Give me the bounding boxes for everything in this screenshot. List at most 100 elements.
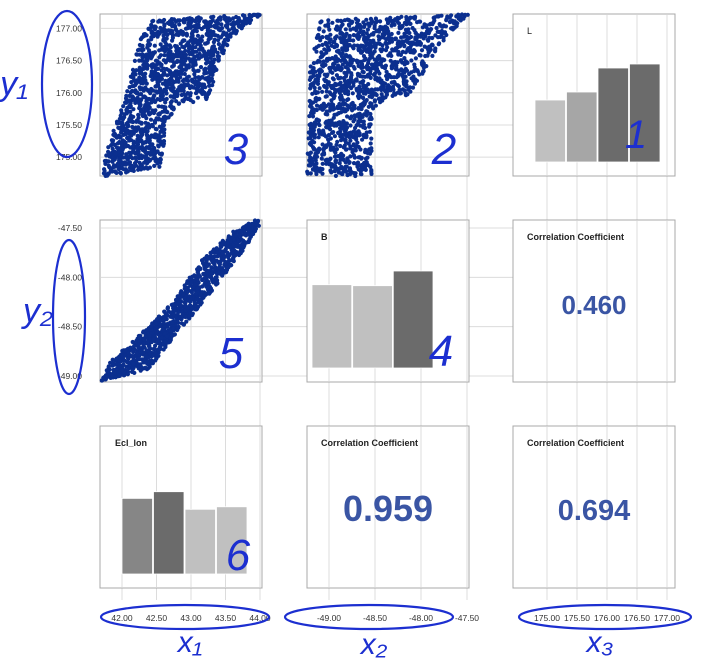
scatter-point xyxy=(130,88,135,94)
scatter-point xyxy=(225,265,230,270)
scatter-point xyxy=(102,158,107,164)
scatter-point xyxy=(136,149,141,154)
scatter-point xyxy=(193,82,198,87)
scatter-point xyxy=(130,156,135,161)
scatter-point xyxy=(211,280,216,285)
scatter-point xyxy=(190,33,195,39)
scatter-point xyxy=(324,58,329,63)
scatter-point xyxy=(313,153,318,158)
scatter-point xyxy=(131,107,136,112)
scatter-point xyxy=(133,100,138,105)
scatter-point xyxy=(371,106,376,111)
scatter-point xyxy=(103,377,108,382)
scatter-point xyxy=(198,292,203,297)
scatter-point xyxy=(106,364,111,369)
scatter-point xyxy=(408,89,413,94)
scatter-point xyxy=(402,82,407,87)
bars-panel-ecl-lon xyxy=(121,491,248,575)
scatter-point xyxy=(141,62,146,68)
scatter-point xyxy=(409,70,414,75)
scatter-point xyxy=(168,112,173,117)
scatter-point xyxy=(329,118,334,123)
scatter-point xyxy=(180,44,185,49)
histogram-bar xyxy=(629,63,661,163)
scatter-point xyxy=(381,95,387,100)
scatter-point xyxy=(118,135,123,140)
scatter-point xyxy=(180,78,186,83)
scatter-point xyxy=(188,303,193,308)
scatter-point xyxy=(164,96,169,102)
scatter-point xyxy=(178,75,183,80)
scatter-point xyxy=(339,24,344,29)
scatter-point xyxy=(253,226,258,231)
scatter-point xyxy=(210,83,215,88)
scatter-point xyxy=(348,144,353,149)
scatter-series-r1c2 xyxy=(305,12,470,179)
scatter-point xyxy=(186,46,192,51)
scatter-point xyxy=(143,85,148,90)
scatter-point xyxy=(159,318,164,323)
scatter-point xyxy=(168,44,173,49)
scatter-point xyxy=(410,85,416,90)
scatter-point xyxy=(162,331,167,336)
scatter-point xyxy=(195,24,200,29)
scatter-point xyxy=(123,132,128,137)
scatter-point xyxy=(226,235,231,240)
scatter-point xyxy=(313,158,318,163)
scatter-point xyxy=(168,49,173,54)
scatter-point xyxy=(413,30,418,36)
scatter-point xyxy=(119,146,124,151)
scatter-point xyxy=(328,67,333,72)
scatter-point xyxy=(144,108,149,113)
scatter-point xyxy=(334,142,339,147)
scatter-point xyxy=(112,142,117,147)
scatter-point xyxy=(318,20,323,25)
y2-tick-label: -49.00 xyxy=(58,371,82,381)
x2-label: x₂ xyxy=(359,628,388,659)
scatter-point xyxy=(176,320,181,325)
scatter-point xyxy=(324,94,329,99)
scatter-point xyxy=(413,56,418,61)
scatter-point xyxy=(435,14,440,19)
scatter-point xyxy=(148,134,153,139)
scatter-point xyxy=(232,21,237,27)
scatter-point xyxy=(169,73,174,78)
scatter-point xyxy=(246,239,251,245)
scatter-point xyxy=(142,160,147,165)
scatter-point xyxy=(373,61,378,67)
x1-tick-label: 42.50 xyxy=(146,613,168,623)
scatter-point xyxy=(231,16,236,21)
scatter-point xyxy=(152,155,158,160)
scatter-point xyxy=(354,161,359,166)
scatter-point xyxy=(149,324,154,329)
scatter-point xyxy=(155,72,160,77)
scatter-point xyxy=(196,280,201,285)
scatter-point xyxy=(170,57,175,62)
scatter-point xyxy=(153,350,158,355)
scatter-point xyxy=(171,312,176,317)
scatter-point xyxy=(142,75,147,80)
scatter-point xyxy=(204,22,209,27)
y1-label: y₁ xyxy=(0,65,28,103)
scatter-point xyxy=(331,145,336,150)
scatter-point xyxy=(361,132,366,137)
scatter-point xyxy=(339,151,344,156)
scatter-point xyxy=(365,67,370,72)
scatter-point xyxy=(336,167,341,172)
scatter-point xyxy=(346,97,351,102)
scatter-point xyxy=(169,333,175,338)
scatter-point xyxy=(206,255,211,261)
scatter-point xyxy=(240,238,246,243)
scatter-point xyxy=(338,157,343,162)
scatter-point xyxy=(336,130,341,135)
scatter-point xyxy=(437,41,442,46)
panel-title-B: B xyxy=(321,232,328,242)
scatter-point xyxy=(342,18,347,23)
scatter-point xyxy=(307,114,312,119)
scatter-point xyxy=(162,36,167,41)
scatter-point xyxy=(162,317,167,322)
scatter-point xyxy=(156,19,161,24)
scatter-point xyxy=(106,163,111,168)
scatter-series-r1c1 xyxy=(101,12,262,178)
scatter-point xyxy=(226,28,232,33)
